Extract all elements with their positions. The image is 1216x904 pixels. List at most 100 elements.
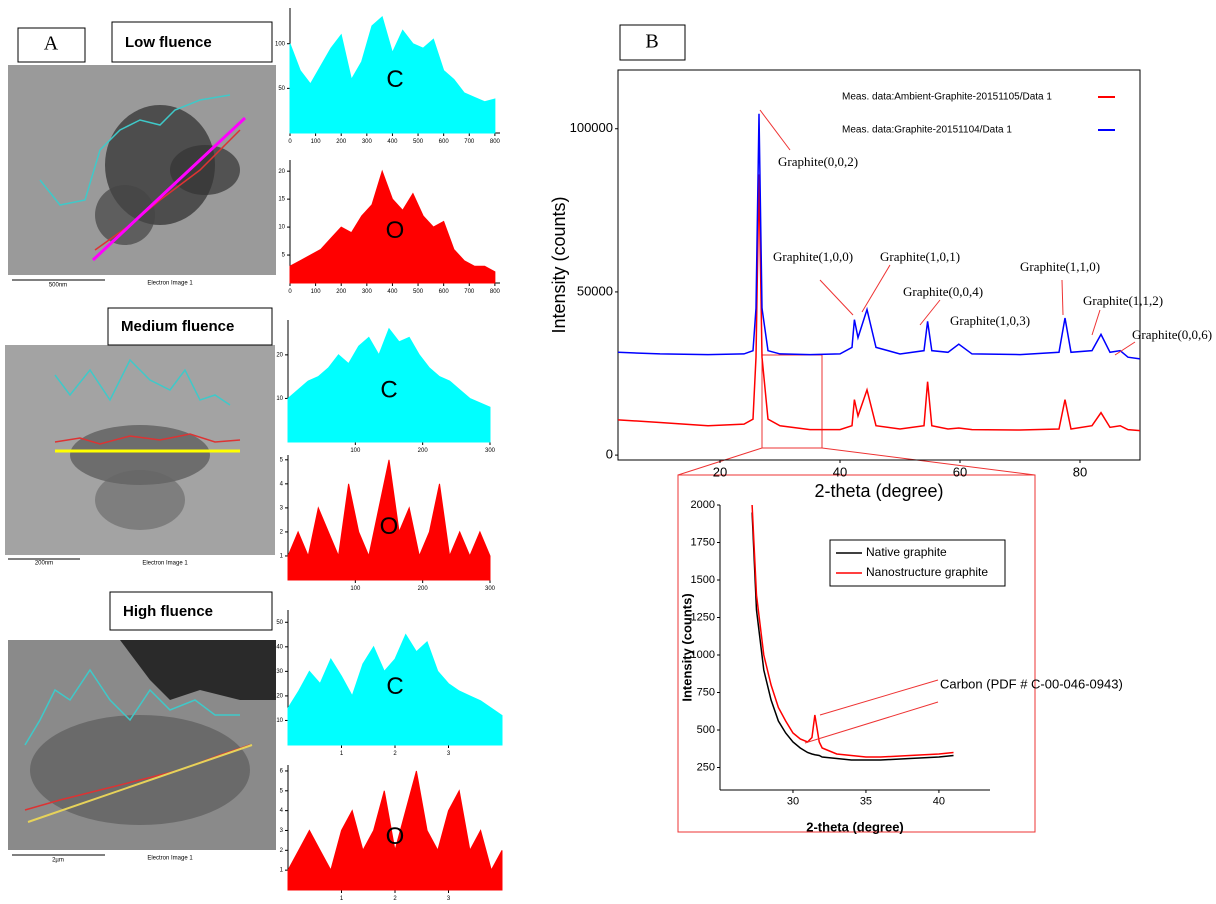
x-tick-label: 600 <box>439 289 450 295</box>
y-tick-label: 4 <box>280 808 284 814</box>
image-caption: Electron Image 1 <box>142 561 188 567</box>
y-tick-label: 20 <box>276 352 283 358</box>
x-tick-label: 35 <box>860 796 872 808</box>
y-tick-label: 2 <box>280 848 284 854</box>
y-tick-label: 100 <box>275 41 286 47</box>
y-tick-label: 1500 <box>691 574 715 586</box>
x-axis-label: 2-theta (degree) <box>806 819 904 834</box>
peak-annotation: Graphite(0,0,4) <box>903 284 983 299</box>
caption-bar <box>8 850 276 864</box>
scan-line <box>91 116 247 262</box>
scale-label: 200nm <box>35 561 53 567</box>
particle <box>30 715 250 825</box>
x-tick-label: 2 <box>393 896 397 902</box>
profile-area <box>287 459 491 581</box>
legend-box <box>829 539 1006 587</box>
y-tick-label: 1750 <box>691 536 715 548</box>
y-tick-label: 3 <box>280 828 284 834</box>
x-tick-label: 3 <box>447 896 451 902</box>
y-tick-label: 3 <box>280 505 284 511</box>
annotation-arrow <box>1114 341 1136 356</box>
y-tick-label: 50000 <box>577 283 613 298</box>
x-tick-label: 20 <box>713 465 727 480</box>
x-tick-label: 30 <box>787 796 799 808</box>
y-tick-label: 6 <box>280 769 284 775</box>
x-tick-label: 700 <box>464 139 475 145</box>
annotation-arrow <box>819 279 854 316</box>
y-tick-label: 4 <box>280 481 284 487</box>
profile-trace <box>54 358 231 406</box>
y-axis-label: Intensity (counts) <box>549 196 569 333</box>
annotation-arrow <box>1061 279 1064 316</box>
x-tick-label: 60 <box>953 465 967 480</box>
series-line <box>751 512 954 761</box>
x-tick-label: 1 <box>340 751 344 757</box>
y-tick-label: 5 <box>282 253 286 259</box>
title-box <box>109 591 273 631</box>
series-line <box>617 174 1141 432</box>
annotation-arrow <box>861 264 891 313</box>
y-tick-label: 10 <box>276 396 283 402</box>
y-tick-label: 100000 <box>570 120 613 135</box>
y-tick-label: 10 <box>276 718 283 724</box>
y-axis-label: Intensity (counts) <box>679 593 694 701</box>
element-label: O <box>386 823 405 850</box>
image-title: Low fluence <box>125 34 212 51</box>
element-label: C <box>380 376 397 403</box>
profile-trace <box>39 94 231 206</box>
x-tick-label: 100 <box>311 289 322 295</box>
caption-bar <box>8 275 276 289</box>
profile-area <box>287 770 503 891</box>
x-tick-label: 0 <box>288 139 292 145</box>
particle <box>95 470 185 530</box>
x-tick-label: 300 <box>362 139 373 145</box>
panel-label: B <box>645 31 658 53</box>
image-title: High fluence <box>123 603 213 620</box>
y-tick-label: 5 <box>280 788 284 794</box>
y-tick-label: 1000 <box>691 649 715 661</box>
element-label: O <box>386 217 405 244</box>
label-box <box>17 27 86 63</box>
label-box <box>619 24 686 61</box>
scale-label: 2µm <box>52 858 64 864</box>
annotation-arrow <box>819 679 939 716</box>
annotation-arrow <box>759 109 791 151</box>
peak-annotation: Graphite(1,0,1) <box>880 249 960 264</box>
particle <box>170 145 240 195</box>
legend-label: Native graphite <box>866 545 947 559</box>
zoom-box <box>761 354 823 449</box>
x-tick-label: 3 <box>447 751 451 757</box>
profile-area <box>289 169 496 284</box>
peak-annotation: Graphite(1,0,0) <box>773 249 853 264</box>
zoom-line <box>821 447 1036 476</box>
shadow-region <box>120 640 276 700</box>
x-tick-label: 1 <box>340 896 344 902</box>
x-tick-label: 0 <box>288 289 292 295</box>
legend-label: Meas. data:Graphite-20151104/Data 1 <box>842 125 1012 136</box>
legend-label: Meas. data:Ambient-Graphite-20151105/Dat… <box>842 92 1052 103</box>
series-line <box>751 504 954 758</box>
y-tick-label: 1 <box>280 868 284 874</box>
image-title: Medium fluence <box>121 318 234 335</box>
peak-annotation: Graphite(1,1,2) <box>1083 293 1163 308</box>
peak-annotation: Graphite(0,0,6) <box>1132 327 1212 342</box>
profile-trace <box>94 129 241 251</box>
x-tick-label: 40 <box>933 796 945 808</box>
y-tick-label: 2 <box>280 530 284 536</box>
y-tick-label: 20 <box>278 169 285 175</box>
y-tick-label: 1 <box>280 554 284 560</box>
plot-frame <box>617 69 1141 461</box>
annotation-arrow <box>919 299 941 326</box>
annotation-arrow <box>1091 309 1101 336</box>
x-tick-label: 40 <box>833 465 847 480</box>
y-tick-label: 10 <box>278 225 285 231</box>
y-tick-label: 5 <box>280 457 284 463</box>
y-tick-label: 500 <box>697 724 715 736</box>
element-label: O <box>380 513 399 540</box>
element-label: C <box>386 66 403 93</box>
x-tick-label: 600 <box>439 139 450 145</box>
x-tick-label: 500 <box>413 289 424 295</box>
y-tick-label: 30 <box>276 669 283 675</box>
peak-annotation: Graphite(1,1,0) <box>1020 259 1100 274</box>
